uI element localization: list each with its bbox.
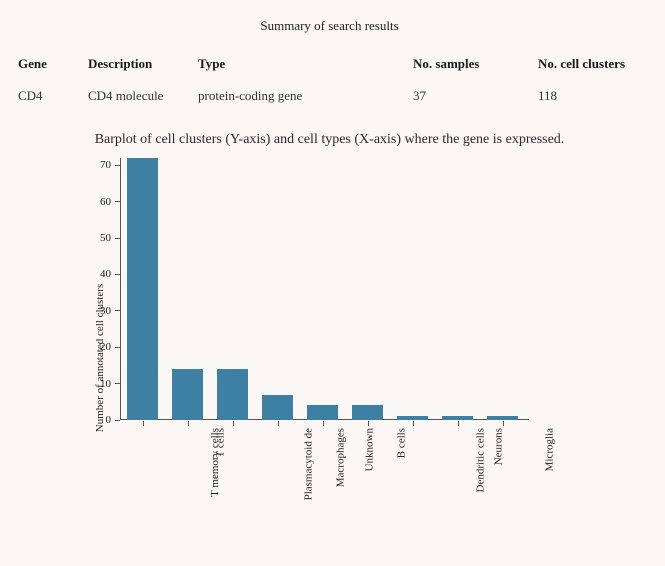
- x-tick-mark: [323, 421, 324, 426]
- x-tick-mark: [458, 421, 459, 426]
- bars-container: T memory cellsT cellsPlasmacytoid deMacr…: [120, 158, 525, 420]
- bar: [397, 416, 428, 420]
- y-tick-label: 20: [100, 341, 111, 353]
- y-tick-label: 10: [100, 378, 111, 390]
- bar-slot: Macrophages: [255, 158, 300, 420]
- y-tick: 20: [86, 341, 120, 353]
- y-tick: 0: [86, 414, 120, 426]
- bar: [217, 369, 248, 420]
- td-no-cell-clusters: 118: [538, 82, 641, 110]
- bar: [127, 158, 158, 420]
- y-tick-label: 60: [100, 196, 111, 208]
- x-tick-label: Dendritic cells: [474, 428, 486, 492]
- y-tick: 50: [86, 232, 120, 244]
- x-tick-mark: [503, 421, 504, 426]
- y-tick-label: 0: [106, 414, 112, 426]
- barplot-caption: Barplot of cell clusters (Y-axis) and ce…: [18, 132, 641, 148]
- x-tick-label: Plasmacytoid de: [302, 428, 314, 500]
- th-no-samples: No. samples: [413, 52, 538, 82]
- bar: [307, 405, 338, 420]
- y-tick-label: 50: [100, 232, 111, 244]
- x-tick-label: Unknown: [363, 428, 375, 471]
- y-tick: 70: [86, 159, 120, 171]
- barplot: Number of annotated cell clusters 010203…: [70, 158, 641, 548]
- x-tick-mark: [233, 421, 234, 426]
- td-gene: CD4: [18, 82, 88, 110]
- bar-slot: Neurons: [435, 158, 480, 420]
- x-tick-label: Macrophages: [334, 428, 346, 487]
- y-tick-label: 70: [100, 159, 111, 171]
- x-tick-label: Neurons: [492, 428, 504, 465]
- bar-slot: B cells: [345, 158, 390, 420]
- x-tick-mark: [188, 421, 189, 426]
- bar: [442, 416, 473, 420]
- x-tick-label: B cells: [395, 428, 407, 458]
- bar-slot: Dendritic cells: [390, 158, 435, 420]
- results-table: Gene Description Type No. samples No. ce…: [18, 52, 641, 110]
- td-type: protein-coding gene: [198, 82, 413, 110]
- td-no-samples: 37: [413, 82, 538, 110]
- th-description: Description: [88, 52, 198, 82]
- bar-slot: T memory cells: [120, 158, 165, 420]
- th-type: Type: [198, 52, 413, 82]
- td-description: CD4 molecule: [88, 82, 198, 110]
- table-header-row: Gene Description Type No. samples No. ce…: [18, 52, 641, 82]
- bar: [487, 416, 518, 420]
- y-tick: 10: [86, 378, 120, 390]
- x-tick-mark: [368, 421, 369, 426]
- bar-slot: Microglia: [480, 158, 525, 420]
- x-tick-label: Microglia: [543, 428, 555, 471]
- y-axis: 010203040506070: [86, 158, 120, 420]
- table-row: CD4 CD4 molecule protein-coding gene 37 …: [18, 82, 641, 110]
- bar: [352, 405, 383, 420]
- bar-slot: T cells: [165, 158, 210, 420]
- x-tick-label: T cells: [214, 428, 226, 457]
- y-tick-label: 30: [100, 305, 111, 317]
- x-tick-mark: [278, 421, 279, 426]
- y-tick: 60: [86, 196, 120, 208]
- bar-slot: Plasmacytoid de: [210, 158, 255, 420]
- bar: [172, 369, 203, 420]
- bar-slot: Unknown: [300, 158, 345, 420]
- y-tick-label: 40: [100, 268, 111, 280]
- x-tick-mark: [413, 421, 414, 426]
- y-tick: 30: [86, 305, 120, 317]
- th-no-cell-clusters: No. cell clusters: [538, 52, 641, 82]
- bar: [262, 395, 293, 420]
- th-gene: Gene: [18, 52, 88, 82]
- x-tick-mark: [143, 421, 144, 426]
- y-tick: 40: [86, 268, 120, 280]
- summary-title: Summary of search results: [18, 18, 641, 34]
